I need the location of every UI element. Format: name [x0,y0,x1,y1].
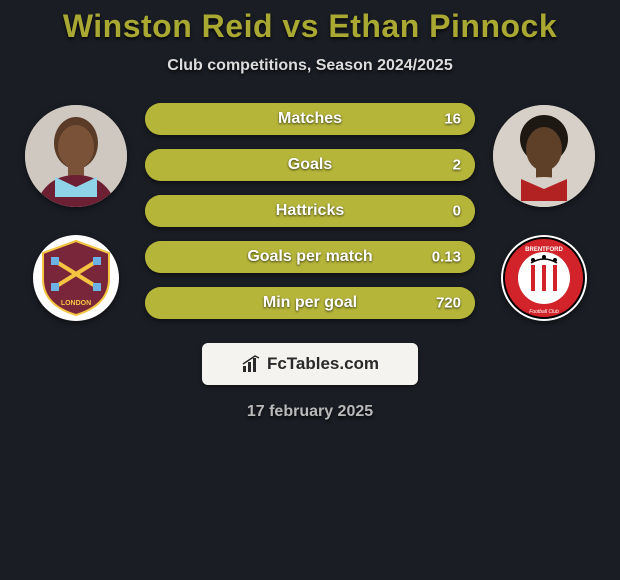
player-right-column: BRENTFORD Football Club [493,105,595,321]
player-left-silhouette-icon [25,105,127,207]
stat-value-right: 0 [453,203,461,220]
player-left-club-badge: LONDON [33,235,119,321]
player-left-avatar [25,105,127,207]
chart-icon [241,354,261,374]
stat-label: Min per goal [263,294,357,312]
brentford-crest-icon: BRENTFORD Football Club [501,235,587,321]
page-title: Winston Reid vs Ethan Pinnock [0,8,620,45]
stat-label: Goals [288,156,332,174]
player-left-column: LONDON [25,105,127,321]
player-right-avatar [493,105,595,207]
stat-value-right: 0.13 [432,249,461,266]
stat-label: Matches [278,110,342,128]
comparison-body: LONDON Matches 16 Goals 2 Hattricks 0 Goals pe… [0,103,620,321]
date-label: 17 february 2025 [0,403,620,421]
stat-value-right: 720 [436,295,461,312]
brand-label: FcTables.com [267,354,379,374]
stat-row: Hattricks 0 [145,195,475,227]
comparison-card: Winston Reid vs Ethan Pinnock Club compe… [0,0,620,421]
stat-label: Goals per match [247,248,372,266]
stat-row: Min per goal 720 [145,287,475,319]
stat-label: Hattricks [276,202,344,220]
brand-badge[interactable]: FcTables.com [202,343,418,385]
player-right-silhouette-icon [493,105,595,207]
svg-text:BRENTFORD: BRENTFORD [525,247,563,253]
stat-row: Goals per match 0.13 [145,241,475,273]
stat-value-right: 16 [444,111,461,128]
svg-text:LONDON: LONDON [61,300,91,307]
stat-value-right: 2 [453,157,461,174]
player-right-club-badge: BRENTFORD Football Club [501,235,587,321]
subtitle: Club competitions, Season 2024/2025 [0,57,620,75]
stat-row: Goals 2 [145,149,475,181]
svg-text:Football Club: Football Club [529,309,559,315]
stat-row: Matches 16 [145,103,475,135]
west-ham-crest-icon: LONDON [33,235,119,321]
stats-column: Matches 16 Goals 2 Hattricks 0 Goals per match… [145,103,475,319]
